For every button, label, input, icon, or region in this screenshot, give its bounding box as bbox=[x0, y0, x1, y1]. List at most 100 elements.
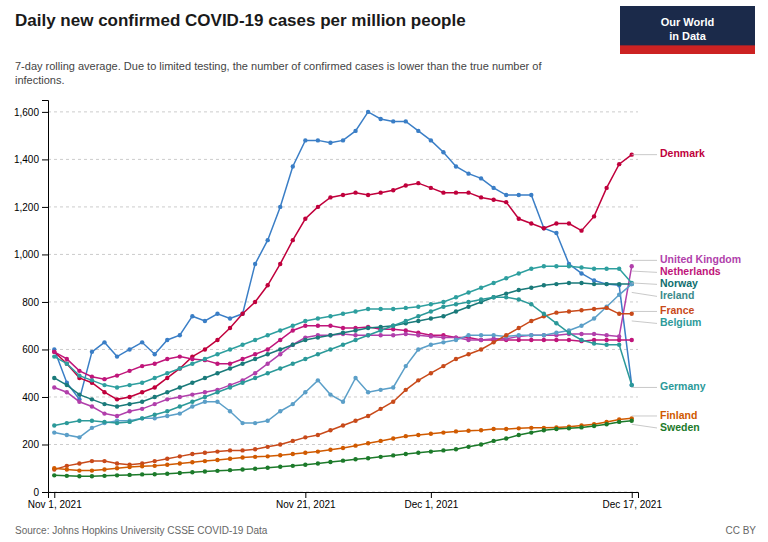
series-point bbox=[491, 198, 495, 202]
series-point bbox=[328, 333, 332, 337]
series-point bbox=[165, 397, 169, 401]
series-point bbox=[630, 312, 634, 316]
series-point bbox=[504, 276, 508, 280]
series-point bbox=[630, 264, 634, 268]
annotation-label: France bbox=[660, 304, 695, 316]
series-point bbox=[592, 332, 596, 336]
series-point bbox=[165, 472, 169, 476]
series-point bbox=[328, 314, 332, 318]
y-tick: 400 bbox=[22, 392, 48, 403]
series-point bbox=[504, 333, 508, 337]
series-point bbox=[127, 383, 131, 387]
series-point bbox=[466, 290, 470, 294]
series-point bbox=[491, 295, 495, 299]
series-point bbox=[353, 328, 357, 332]
series-point bbox=[479, 333, 483, 337]
series-point bbox=[90, 404, 94, 408]
series-point bbox=[416, 129, 420, 133]
series-line bbox=[54, 266, 631, 387]
annotation-connector bbox=[632, 283, 657, 284]
series-point bbox=[240, 362, 244, 366]
series-point bbox=[579, 338, 583, 342]
series-point bbox=[441, 335, 445, 339]
series-point bbox=[278, 366, 282, 370]
series bbox=[52, 264, 634, 418]
series-point bbox=[341, 423, 345, 427]
series-point bbox=[203, 451, 207, 455]
grid-line bbox=[48, 111, 638, 112]
series-point bbox=[554, 264, 558, 268]
series-point bbox=[517, 217, 521, 221]
series-point bbox=[604, 343, 608, 347]
series-point bbox=[479, 285, 483, 289]
series-point bbox=[77, 435, 81, 439]
series-point bbox=[579, 425, 583, 429]
series-point bbox=[228, 362, 232, 366]
series-point bbox=[278, 328, 282, 332]
series-point bbox=[90, 419, 94, 423]
series-point bbox=[542, 333, 546, 337]
series-point bbox=[240, 343, 244, 347]
series-point bbox=[391, 188, 395, 192]
annotation-connector bbox=[632, 292, 657, 296]
series-point bbox=[441, 190, 445, 194]
series-point bbox=[491, 439, 495, 443]
series-point bbox=[102, 390, 106, 394]
series-point bbox=[253, 352, 257, 356]
series-point bbox=[391, 385, 395, 389]
annotation-label: Sweden bbox=[660, 421, 700, 433]
series-point bbox=[278, 262, 282, 266]
series-point bbox=[404, 306, 408, 310]
series-point bbox=[140, 407, 144, 411]
annotation-label: Belgium bbox=[660, 316, 701, 328]
series-point bbox=[165, 409, 169, 413]
logo-stripe bbox=[620, 45, 755, 54]
series-point bbox=[378, 439, 382, 443]
series-point bbox=[153, 362, 157, 366]
series-point bbox=[529, 302, 533, 306]
series-point bbox=[253, 338, 257, 342]
series-point bbox=[366, 441, 370, 445]
series-point bbox=[52, 466, 56, 470]
series-point bbox=[115, 473, 119, 477]
series-point bbox=[278, 338, 282, 342]
series-point bbox=[240, 381, 244, 385]
series-point bbox=[65, 433, 69, 437]
series-point bbox=[630, 419, 634, 423]
series-point bbox=[190, 460, 194, 464]
series-point bbox=[265, 466, 269, 470]
series-point bbox=[617, 266, 621, 270]
logo: Our Worldin Data bbox=[620, 6, 755, 54]
series-point bbox=[278, 465, 282, 469]
series-point bbox=[579, 308, 583, 312]
series-point bbox=[328, 141, 332, 145]
series-point bbox=[579, 228, 583, 232]
series-point bbox=[90, 474, 94, 478]
series-point bbox=[240, 312, 244, 316]
series-point bbox=[404, 434, 408, 438]
series-point bbox=[353, 419, 357, 423]
series-point bbox=[391, 323, 395, 327]
series-point bbox=[378, 190, 382, 194]
series-point bbox=[479, 297, 483, 301]
series-point bbox=[203, 400, 207, 404]
series-point bbox=[466, 304, 470, 308]
series-point bbox=[127, 395, 131, 399]
series-point bbox=[190, 362, 194, 366]
series-point bbox=[291, 402, 295, 406]
series-point bbox=[215, 362, 219, 366]
series-point bbox=[115, 421, 119, 425]
annotation-connector bbox=[632, 311, 657, 312]
series-point bbox=[215, 458, 219, 462]
y-tick-label: 800 bbox=[22, 297, 39, 308]
series-point bbox=[265, 454, 269, 458]
series-point bbox=[228, 385, 232, 389]
y-tick: 200 bbox=[22, 439, 48, 450]
series-point bbox=[303, 217, 307, 221]
series-line bbox=[54, 308, 631, 470]
series bbox=[52, 419, 634, 479]
series-point bbox=[102, 411, 106, 415]
series-point bbox=[291, 362, 295, 366]
series-point bbox=[215, 338, 219, 342]
series-point bbox=[491, 427, 495, 431]
